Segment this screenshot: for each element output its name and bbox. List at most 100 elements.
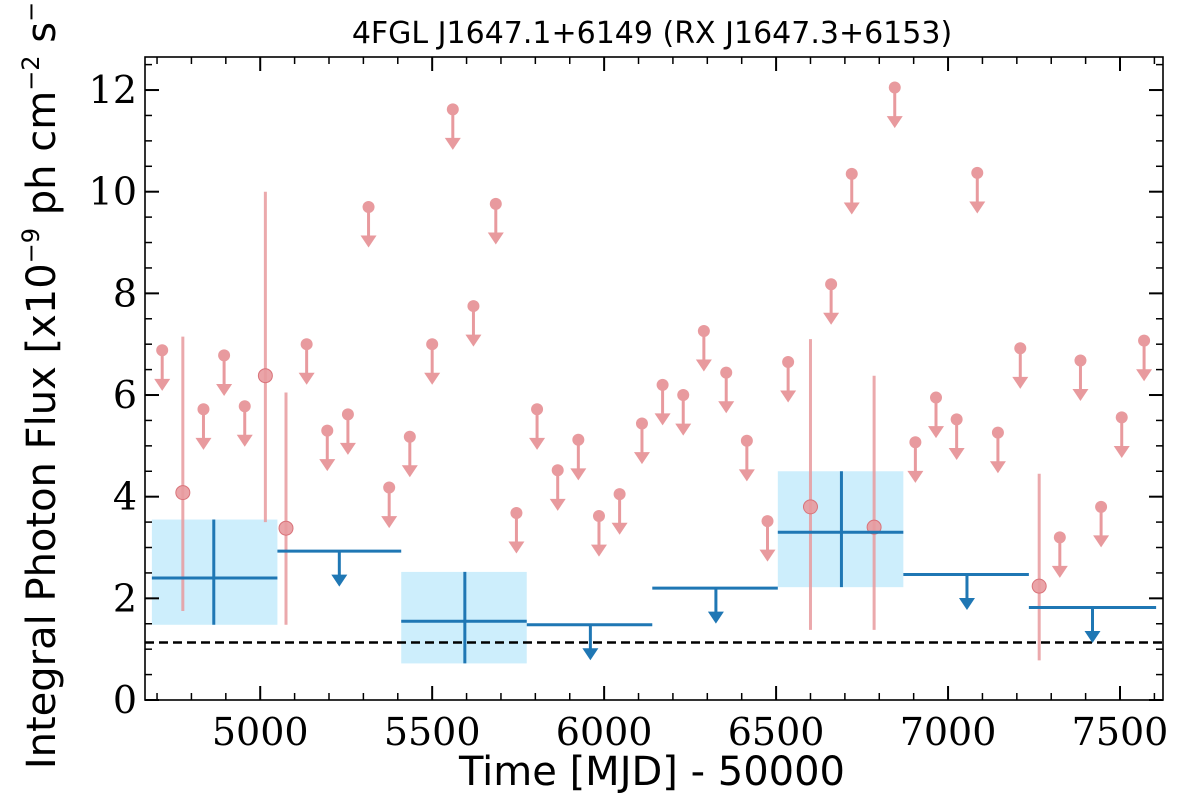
yearly-bin-limit-arrow-1 <box>582 648 599 661</box>
short-bin-limit-marker-41 <box>1138 334 1151 347</box>
short-bin-limit-arrow-36 <box>1012 376 1029 389</box>
short-bin-point-1 <box>257 368 273 384</box>
short-bin-limit-arrow-27 <box>780 390 797 403</box>
y-axis-label-unit-2: s <box>19 22 65 56</box>
short-bin-limit-marker-29 <box>845 167 858 180</box>
short-bin-limit-marker-8 <box>383 481 396 494</box>
short-bin-limit-arrow-0 <box>154 378 171 391</box>
short-bin-limit-arrow-9 <box>401 465 418 478</box>
short-bin-limit-arrow-37 <box>1051 565 1068 578</box>
short-bin-limit-marker-7 <box>362 200 375 213</box>
short-bin-point-3 <box>802 499 818 515</box>
short-bin-limit-arrow-39 <box>1093 535 1110 548</box>
y-axis-label: Integral Photon Flux [x10−9 ph cm−2 s−1] <box>17 0 65 769</box>
short-bin-limit-marker-21 <box>656 378 669 391</box>
short-bin-limit-arrow-16 <box>549 498 566 511</box>
short-bin-limit-marker-30 <box>888 81 901 94</box>
x-axis: 5000 5500 6000 6500 7000 7500 <box>156 57 1168 754</box>
short-bin-limit-marker-36 <box>1014 342 1027 355</box>
y-tick-label-5: 10 <box>89 170 137 214</box>
y-axis-label-exponent-3: −1 <box>17 0 45 22</box>
yearly-bin-limit-arrow-2 <box>707 611 724 624</box>
short-bin-limit-arrow-38 <box>1072 389 1089 402</box>
plot-frame <box>144 56 1164 701</box>
short-bin-limit-arrow-6 <box>339 442 356 455</box>
short-bin-point-0 <box>175 485 191 501</box>
short-bin-limit-marker-16 <box>551 464 564 477</box>
short-bin-limit-arrow-21 <box>654 413 671 426</box>
short-bin-limit-marker-20 <box>635 417 648 430</box>
short-bin-limit-marker-37 <box>1053 531 1066 544</box>
short-bin-limit-marker-13 <box>489 197 502 210</box>
short-bin-limit-marker-14 <box>510 506 523 519</box>
short-bin-limit-arrow-11 <box>444 137 461 150</box>
x-tick-label-3: 6500 <box>728 710 825 754</box>
data-layer <box>145 81 1163 664</box>
short-bin-limit-arrow-13 <box>487 232 504 245</box>
short-bin-limit-arrow-24 <box>718 401 735 414</box>
short-bin-point-5 <box>1031 578 1047 594</box>
y-tick-label-0: 0 <box>113 678 137 722</box>
short-bin-limit-arrow-40 <box>1113 445 1130 458</box>
short-bin-limit-arrow-3 <box>236 434 253 447</box>
y-tick-label-2: 4 <box>113 475 137 519</box>
short-bin-limit-arrow-4 <box>298 372 315 385</box>
y-axis-label-unit-1: ph cm <box>19 91 65 228</box>
x-axis-label: Time [MJD] - 50000 <box>458 749 845 795</box>
short-bin-limit-arrow-29 <box>843 202 860 215</box>
short-bin-limit-marker-35 <box>991 426 1004 439</box>
short-bin-limit-marker-33 <box>950 413 963 426</box>
short-bin-limit-marker-18 <box>592 509 605 522</box>
short-bin-limit-marker-31 <box>909 436 922 449</box>
y-axis-label-exponent-1: −9 <box>17 228 45 263</box>
y-tick-label-1: 2 <box>113 576 137 620</box>
short-bin-limit-arrow-7 <box>360 235 377 248</box>
short-bin-limit-marker-4 <box>300 338 313 351</box>
short-bin-limit-marker-19 <box>613 488 626 501</box>
short-bin-limit-arrow-20 <box>633 452 650 465</box>
short-bin-limit-arrow-25 <box>738 469 755 482</box>
short-bin-limit-marker-28 <box>825 278 838 291</box>
short-bin-limit-marker-27 <box>782 355 795 368</box>
y-tick-label-4: 8 <box>113 271 137 315</box>
short-bin-limit-arrow-31 <box>907 470 924 483</box>
short-bin-limit-arrow-32 <box>928 426 945 439</box>
short-bin-limit-marker-22 <box>677 389 690 402</box>
short-bin-limit-arrow-34 <box>969 201 986 214</box>
short-bin-limit-marker-11 <box>446 103 459 116</box>
short-bin-limit-arrow-2 <box>216 383 233 396</box>
short-bin-limit-arrow-5 <box>319 459 336 472</box>
x-tick-label-1: 5500 <box>384 710 481 754</box>
y-axis-label-exponent-2: −2 <box>17 55 45 90</box>
short-bin-limit-arrow-8 <box>381 516 398 529</box>
short-bin-limit-arrow-30 <box>886 116 903 129</box>
short-bin-limit-arrow-26 <box>759 549 776 562</box>
short-bin-limit-arrow-1 <box>195 437 212 450</box>
short-bin-limit-marker-5 <box>321 424 334 437</box>
short-bin-limit-arrow-35 <box>989 461 1006 474</box>
yearly-bin-limit-arrow-3 <box>958 597 975 610</box>
plot-area <box>145 81 1163 664</box>
x-tick-label-0: 5000 <box>212 710 309 754</box>
short-bin-limit-marker-34 <box>971 166 984 179</box>
short-bin-limit-marker-39 <box>1095 500 1108 513</box>
short-bin-limit-marker-6 <box>341 408 354 421</box>
short-bin-limit-marker-3 <box>238 400 251 413</box>
short-bin-limit-marker-32 <box>930 391 943 404</box>
short-bin-limit-arrow-41 <box>1136 369 1153 382</box>
short-bin-limit-arrow-18 <box>590 544 607 557</box>
short-bin-limit-arrow-17 <box>570 468 587 481</box>
short-bin-limit-marker-15 <box>531 403 544 416</box>
y-axis: 0 2 4 6 8 10 12 <box>89 63 1163 722</box>
short-bin-limit-arrow-22 <box>675 423 692 436</box>
short-bin-limit-arrow-14 <box>508 541 525 554</box>
x-tick-label-2: 6000 <box>556 710 653 754</box>
short-bin-limit-arrow-10 <box>424 372 441 385</box>
short-bin-limit-marker-25 <box>740 434 753 447</box>
short-bin-limit-arrow-15 <box>529 437 546 450</box>
short-bin-limit-marker-9 <box>403 430 416 443</box>
short-bin-limit-marker-38 <box>1074 354 1087 367</box>
yearly-bin-limit-arrow-0 <box>331 574 348 587</box>
short-bin-limit-marker-2 <box>218 349 231 362</box>
